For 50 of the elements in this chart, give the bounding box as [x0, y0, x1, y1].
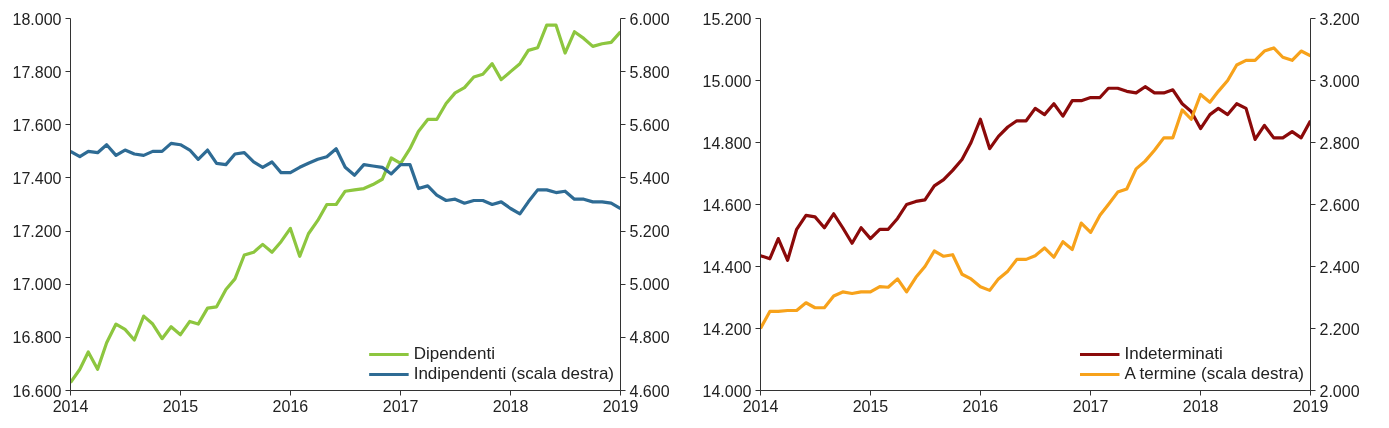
y2-tick-label: 2.600	[1319, 196, 1360, 214]
y-tick-label: 16.800	[12, 329, 62, 347]
line-series	[70, 23, 621, 385]
x-tick-label: 2015	[162, 397, 199, 415]
x-tick-label: 2017	[1072, 397, 1109, 415]
y-tick-label: 15.200	[702, 10, 752, 28]
y2-tick-label: 4.800	[629, 329, 670, 347]
y2-tick-label: 5.600	[629, 116, 670, 134]
legend-label: Indeterminati	[1124, 344, 1223, 364]
x-tick-label: 2018	[1182, 397, 1219, 415]
x-tick-label: 2015	[852, 397, 889, 415]
y2-tick-label: 2.000	[1319, 382, 1360, 400]
x-tick-label: 2019	[602, 397, 639, 415]
x-tick-label: 2016	[272, 397, 309, 415]
y2-tick-label: 5.800	[629, 63, 670, 81]
y-tick-label: 15.000	[702, 72, 752, 90]
y2-tick-label: 5.200	[629, 223, 670, 241]
y-tick-label: 14.000	[702, 382, 752, 400]
legend-label: A termine (scala destra)	[1124, 364, 1304, 384]
y2-tick-label: 2.200	[1319, 320, 1360, 338]
y-tick-label: 18.000	[12, 10, 62, 28]
legend-label: Dipendenti	[413, 344, 495, 364]
y-tick-label: 14.600	[702, 196, 752, 214]
y2-tick-label: 3.000	[1319, 72, 1360, 90]
y-tick-label: 17.400	[12, 169, 62, 187]
y2-tick-label: 2.400	[1319, 258, 1360, 276]
y2-tick-label: 5.400	[629, 169, 670, 187]
y2-tick-label: 2.800	[1319, 134, 1360, 152]
y2-tick-label: 4.600	[629, 382, 670, 400]
x-tick-label: 2018	[492, 397, 529, 415]
x-tick-label: 2017	[382, 397, 419, 415]
x-tick-label: 2014	[742, 397, 779, 415]
line-series	[760, 46, 1311, 331]
y2-tick-label: 5.000	[629, 276, 670, 294]
y-tick-label: 14.400	[702, 258, 752, 276]
y-tick-label: 17.800	[12, 63, 62, 81]
y2-tick-label: 6.000	[629, 10, 670, 28]
y-tick-label: 17.600	[12, 116, 62, 134]
line-series	[70, 141, 621, 216]
y-tick-label: 14.800	[702, 134, 752, 152]
y-tick-label: 16.600	[12, 382, 62, 400]
x-tick-label: 2014	[52, 397, 89, 415]
line-series	[760, 85, 1311, 262]
y-tick-label: 17.200	[12, 223, 62, 241]
y2-tick-label: 3.200	[1319, 10, 1360, 28]
legend-label: Indipendenti (scala destra)	[413, 364, 614, 384]
x-tick-label: 2016	[962, 397, 999, 415]
y-tick-label: 14.200	[702, 320, 752, 338]
x-tick-label: 2019	[1292, 397, 1329, 415]
y-tick-label: 17.000	[12, 276, 62, 294]
